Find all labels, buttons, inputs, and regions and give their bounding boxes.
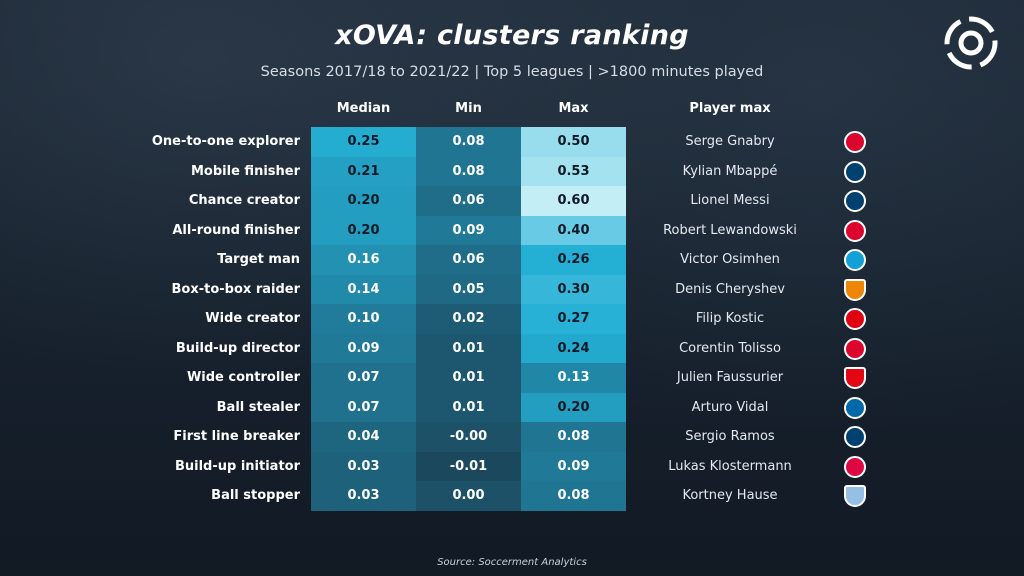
- median-value-cell: 0.07: [311, 363, 416, 393]
- min-value-cell: 0.02: [416, 304, 521, 334]
- player-max-name: Corentin Tolisso: [679, 340, 781, 356]
- median-value-cell: 0.03: [311, 481, 416, 511]
- max-value-cell: 0.24: [521, 333, 626, 363]
- bayern-badge-icon: [844, 219, 866, 242]
- median-value-cell: 0.20: [311, 215, 416, 245]
- max-value-cell: 0.53: [521, 156, 626, 186]
- max-value-cell: 0.08: [521, 422, 626, 452]
- player-max-name: Serge Gnabry: [685, 134, 775, 149]
- column-header-min: Min: [455, 101, 482, 116]
- median-value-cell: 0.25: [311, 127, 416, 157]
- median-value-cell: 0.20: [311, 186, 416, 216]
- max-value-cell: 0.13: [521, 363, 626, 393]
- cluster-label: Build-up initiator: [174, 458, 300, 474]
- median-value-cell: 0.14: [311, 274, 416, 304]
- median-value-cell: 0.04: [311, 422, 416, 452]
- max-value-cell: 0.09: [521, 451, 626, 481]
- player-max-name: Kortney Hause: [682, 488, 778, 503]
- max-value-cell: 0.50: [521, 127, 626, 157]
- psg-badge-icon: [844, 426, 866, 448]
- napoli-badge-icon: [844, 249, 866, 271]
- median-value-cell: 0.21: [311, 156, 416, 186]
- player-max-name: Sergio Ramos: [685, 429, 775, 444]
- min-value-cell: 0.01: [416, 363, 521, 393]
- cluster-label: Chance creator: [188, 193, 300, 208]
- max-value-cell: 0.27: [521, 304, 626, 334]
- column-header-median: Median: [336, 101, 391, 116]
- cluster-label: One-to-one explorer: [151, 134, 300, 149]
- min-value-cell: 0.06: [416, 245, 521, 275]
- max-value-cell: 0.08: [521, 481, 626, 511]
- brest-badge-icon: [844, 367, 866, 389]
- min-value-cell: 0.09: [416, 215, 521, 245]
- cluster-label: First line breaker: [173, 429, 300, 444]
- cluster-label: Build-up director: [175, 340, 300, 356]
- inter-badge-icon: [844, 396, 866, 419]
- cluster-label: Wide creator: [205, 311, 300, 326]
- psg-badge-icon: [844, 160, 866, 183]
- column-header-player-max: Player max: [689, 101, 771, 116]
- min-value-cell: -0.01: [416, 451, 521, 481]
- player-max-name: Lukas Klostermann: [668, 458, 792, 474]
- max-value-cell: 0.30: [521, 274, 626, 304]
- player-max-name: Victor Osimhen: [680, 252, 780, 267]
- min-value-cell: 0.01: [416, 392, 521, 422]
- max-value-cell: 0.20: [521, 392, 626, 422]
- min-value-cell: 0.00: [416, 481, 521, 511]
- valencia-badge-icon: [844, 278, 866, 301]
- median-value-cell: 0.09: [311, 333, 416, 363]
- cluster-label: Mobile finisher: [191, 163, 300, 179]
- min-value-cell: 0.05: [416, 274, 521, 304]
- cluster-label: Ball stealer: [216, 399, 300, 415]
- leipzig-badge-icon: [844, 455, 866, 478]
- source-note: Source: Soccerment Analytics: [437, 557, 587, 568]
- max-value-cell: 0.60: [521, 186, 626, 216]
- player-max-name: Denis Cheryshev: [675, 281, 785, 297]
- cluster-label: All-round finisher: [172, 222, 300, 238]
- min-value-cell: 0.08: [416, 127, 521, 157]
- column-header-max: Max: [558, 101, 589, 116]
- player-max-name: Filip Kostic: [695, 311, 765, 326]
- min-value-cell: 0.08: [416, 156, 521, 186]
- cluster-label: Target man: [217, 252, 300, 267]
- player-max-name: Arturo Vidal: [691, 399, 769, 415]
- bayern-badge-icon: [844, 337, 866, 360]
- bayern-badge-icon: [844, 131, 866, 153]
- max-value-cell: 0.40: [521, 215, 626, 245]
- frankfurt-badge-icon: [844, 308, 866, 330]
- villa-badge-icon: [844, 485, 866, 507]
- soccerment-logo-icon: [944, 16, 998, 70]
- player-max-name: Julien Faussurier: [676, 370, 784, 385]
- median-value-cell: 0.07: [311, 392, 416, 422]
- cluster-label: Ball stopper: [211, 488, 300, 503]
- median-value-cell: 0.10: [311, 304, 416, 334]
- player-max-name: Robert Lewandowski: [663, 222, 797, 238]
- cluster-label: Wide controller: [186, 370, 300, 385]
- min-value-cell: -0.00: [416, 422, 521, 452]
- psg-badge-icon: [844, 190, 866, 212]
- median-value-cell: 0.03: [311, 451, 416, 481]
- median-value-cell: 0.16: [311, 245, 416, 275]
- chart-subtitle: Seasons 2017/18 to 2021/22 | Top 5 leagu…: [260, 64, 764, 80]
- player-max-name: Lionel Messi: [690, 193, 770, 208]
- min-value-cell: 0.01: [416, 333, 521, 363]
- player-max-name: Kylian Mbappé: [682, 163, 778, 179]
- cluster-label: Box-to-box raider: [171, 281, 300, 297]
- chart-title: xOVA: clusters ranking: [335, 20, 689, 51]
- max-value-cell: 0.26: [521, 245, 626, 275]
- min-value-cell: 0.06: [416, 186, 521, 216]
